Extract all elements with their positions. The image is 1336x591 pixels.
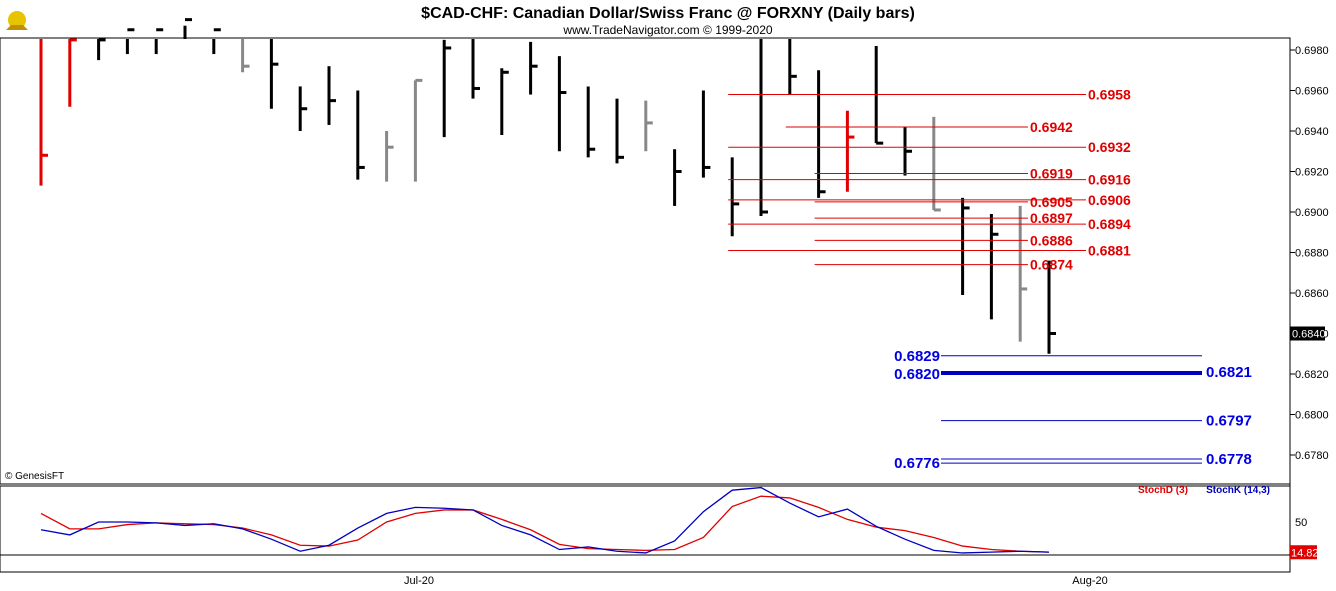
- stoch-value-label: 14.82: [1291, 547, 1319, 559]
- level-label: 0.6906: [1088, 192, 1131, 208]
- chart-subtitle: www.TradeNavigator.com © 1999-2020: [562, 23, 772, 37]
- level-label: 0.6932: [1088, 139, 1131, 155]
- price-levels: 0.6958 0.6942 0.6932 0.6919 0.6916 0.6905 0.69…: [728, 87, 1252, 472]
- stoch-panel: [0, 485, 1291, 573]
- stochastic-lines: 50 14.82: [0, 486, 1319, 560]
- logo-icon: [6, 11, 28, 30]
- level-label: 0.6778: [1206, 451, 1252, 468]
- level-label: 0.6881: [1088, 242, 1131, 258]
- stoch-value-box: [1290, 545, 1317, 560]
- level-label: 0.6958: [1088, 87, 1131, 103]
- level-label: 0.6905: [1030, 194, 1073, 210]
- level-label: 0.6916: [1088, 172, 1131, 188]
- level-label: 0.6886: [1030, 232, 1073, 248]
- level-label: 0.6942: [1030, 119, 1073, 135]
- x-tick-label: Aug-20: [1072, 575, 1107, 587]
- level-label: 0.6829: [894, 348, 940, 365]
- last-price-label: 0.6840: [1292, 329, 1326, 341]
- level-label: 0.6797: [1206, 413, 1252, 430]
- copyright-label: © GenesisFT: [5, 471, 64, 482]
- y-tick-label: 0.6900: [1295, 207, 1329, 219]
- y-tick-label: 0.6960: [1295, 86, 1329, 98]
- y-tick-label: 0.6780: [1295, 450, 1329, 462]
- y-tick-label: 0.6880: [1295, 248, 1329, 260]
- chart-title: $CAD-CHF: Canadian Dollar/Swiss Franc @ …: [421, 5, 915, 22]
- y-tick-label: 0.6820: [1295, 369, 1329, 381]
- last-price-box: [1290, 326, 1325, 341]
- level-label: 0.6821: [1206, 364, 1252, 381]
- stochk-legend: StochK (14,3): [1206, 485, 1270, 496]
- y-tick-label: 0.6800: [1295, 410, 1329, 422]
- stoch-line: [40, 486, 1050, 554]
- level-label: 0.6820: [894, 366, 940, 383]
- level-label: 0.6776: [894, 455, 940, 472]
- level-label: 0.6897: [1030, 210, 1073, 226]
- date-axis: Jul-20 Aug-20: [404, 575, 1108, 587]
- level-label: 0.6919: [1030, 166, 1073, 182]
- y-tick-label: 0.6920: [1295, 167, 1329, 179]
- level-label: 0.6874: [1030, 257, 1073, 273]
- price-axis: 0.6980 0.6960 0.6940 0.6920 0.6900 0.6880 0.68…: [1290, 45, 1329, 462]
- price-bars: [39, 18, 1056, 354]
- y-tick-label: 0.6980: [1295, 45, 1329, 57]
- level-label: 0.6894: [1088, 216, 1131, 232]
- y-tick-label: 0.6940: [1295, 126, 1329, 138]
- price-panel: [0, 37, 1291, 485]
- stoch-tick-label: 50: [1295, 517, 1307, 529]
- stochd-legend: StochD (3): [1138, 485, 1188, 496]
- x-tick-label: Jul-20: [404, 575, 434, 587]
- y-tick-label: 0.6860: [1295, 288, 1329, 300]
